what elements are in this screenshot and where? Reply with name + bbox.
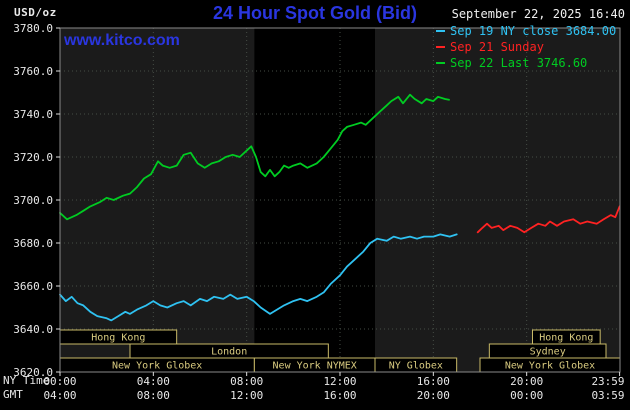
page-title: 24 Hour Spot Gold (Bid) [213, 3, 417, 23]
legend-item-sep22: Sep 22 Last 3746.60 [436, 55, 616, 71]
session-label: London [211, 347, 247, 358]
series-sep22-last [59, 93, 450, 221]
x-tick-label-ny: 20:00 [510, 375, 543, 388]
legend-label: Sep 21 Sunday [450, 40, 544, 54]
series-line-marker [436, 62, 445, 64]
y-tick-label: 3660.0 [13, 280, 53, 293]
series-line-marker [436, 46, 445, 48]
y-tick-label: 3700.0 [13, 194, 53, 207]
session-label: New York NYMEX [273, 361, 357, 372]
x-tick-label-gmt: 08:00 [137, 389, 170, 402]
x-tick-label-ny: 04:00 [137, 375, 170, 388]
series-sep19-ny-close [59, 233, 458, 322]
y-axis-unit-label: USD/oz [14, 6, 57, 19]
legend-label: Sep 22 Last 3746.60 [450, 56, 588, 70]
x-tick-label-ny: 00:00 [43, 375, 76, 388]
series-sep21-sunday [476, 205, 621, 234]
legend-label: Sep 19 NY close 3684.00 [450, 24, 617, 38]
chart-legend: Sep 19 NY close 3684.00 Sep 21 Sunday Se… [436, 23, 616, 71]
session-label: NY Globex [389, 361, 443, 372]
x-tick-label-ny: 16:00 [417, 375, 450, 388]
session-label: New York Globex [112, 361, 202, 372]
x-tick-label-gmt: 03:59 [591, 389, 624, 402]
x-tick-label-gmt: 20:00 [417, 389, 450, 402]
x-tick-label-gmt: 16:00 [323, 389, 356, 402]
y-tick-label: 3720.0 [13, 151, 53, 164]
ny-time-axis-label: NY Time [3, 374, 50, 387]
y-tick-label: 3740.0 [13, 108, 53, 121]
gmt-axis-label: GMT [3, 388, 23, 401]
kitco-link[interactable]: www.kitco.com [64, 32, 180, 49]
y-tick-label: 3760.0 [13, 65, 53, 78]
y-tick-label: 3780.0 [13, 22, 53, 35]
y-tick-label: 3620.0 [13, 366, 53, 379]
chart-datetime: September 22, 2025 16:40 [451, 7, 625, 21]
x-tick-label-ny: 12:00 [323, 375, 356, 388]
x-tick-label-gmt: 00:00 [510, 389, 543, 402]
session-label: Hong Kong [539, 333, 593, 344]
series-line-marker [436, 30, 445, 32]
session-label: Sydney [530, 347, 566, 358]
y-tick-label: 3680.0 [13, 237, 53, 250]
session-label: Hong Kong [91, 333, 145, 344]
legend-item-sep21: Sep 21 Sunday [436, 39, 616, 55]
session-label: New York Globex [505, 361, 595, 372]
x-tick-label-gmt: 12:00 [230, 389, 263, 402]
x-tick-label-ny: 23:59 [591, 375, 624, 388]
x-tick-label-ny: 08:00 [230, 375, 263, 388]
y-tick-label: 3640.0 [13, 323, 53, 336]
legend-item-sep19: Sep 19 NY close 3684.00 [436, 23, 616, 39]
nymex-session-band [254, 28, 375, 372]
x-tick-label-gmt: 04:00 [43, 389, 76, 402]
